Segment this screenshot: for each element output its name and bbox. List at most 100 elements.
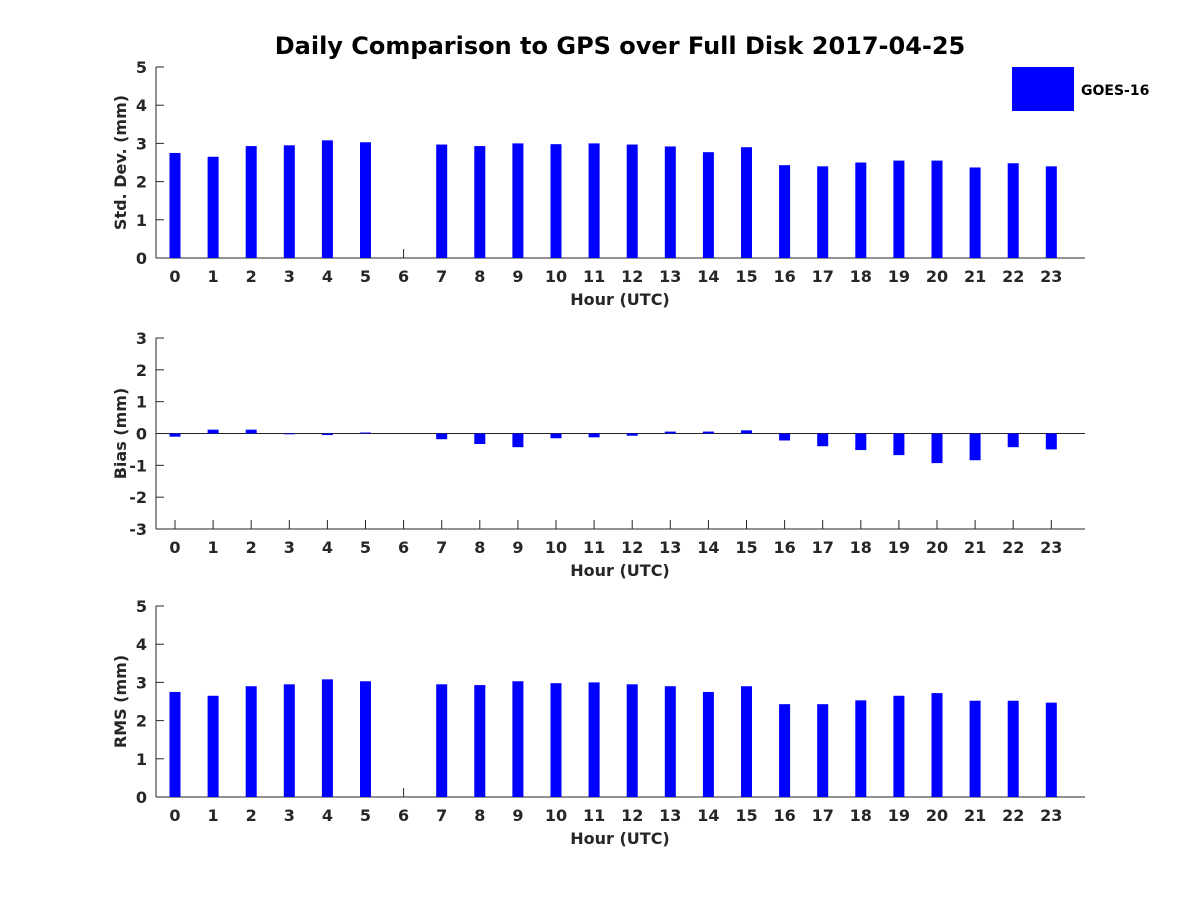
std-x-tick-label: 18 xyxy=(850,267,872,286)
std-bar-22 xyxy=(1007,163,1019,258)
bias-bar-1 xyxy=(207,429,219,434)
rms-bar-3 xyxy=(283,684,295,797)
legend-swatch xyxy=(1012,67,1074,111)
std-bar-0 xyxy=(169,152,181,258)
rms-x-tick-label: 19 xyxy=(888,806,910,825)
rms-bar-14 xyxy=(702,691,714,797)
std-x-tick-label: 13 xyxy=(659,267,681,286)
legend-label: GOES-16 xyxy=(1081,83,1149,99)
rms-bar-23 xyxy=(1045,702,1057,797)
bias-x-tick-label: 16 xyxy=(773,538,795,557)
std-bar-1 xyxy=(207,156,219,258)
rms-bar-4 xyxy=(321,679,333,797)
std-x-tick-label: 0 xyxy=(169,267,180,286)
rms-x-tick-label: 10 xyxy=(545,806,567,825)
std-x-tick-label: 9 xyxy=(512,267,523,286)
bias-y-tick-label: -1 xyxy=(129,456,147,475)
bias-bar-16 xyxy=(779,433,791,441)
std-x-tick-label: 20 xyxy=(926,267,948,286)
std-x-tick-label: 7 xyxy=(436,267,447,286)
rms-bar-9 xyxy=(512,681,524,797)
std-bar-15 xyxy=(741,147,752,258)
std-x-tick-label: 10 xyxy=(545,267,567,286)
rms-y-tick-label: 4 xyxy=(136,635,147,654)
rms-x-tick-label: 4 xyxy=(322,806,333,825)
std-bar-3 xyxy=(283,145,295,258)
std-y-tick-label: 0 xyxy=(136,249,147,268)
bias-x-tick-label: 18 xyxy=(850,538,872,557)
std-bar-18 xyxy=(855,162,867,258)
rms-x-tick-label: 15 xyxy=(735,806,757,825)
std-bar-20 xyxy=(931,160,943,258)
std-x-tick-label: 17 xyxy=(812,267,834,286)
std-y-tick-label: 2 xyxy=(136,173,147,192)
rms-x-tick-label: 1 xyxy=(208,806,219,825)
bias-bar-14 xyxy=(702,431,714,434)
rms-bar-8 xyxy=(474,685,486,797)
bias-x-axis-label: Hour (UTC) xyxy=(570,561,670,580)
bias-x-tick-label: 12 xyxy=(621,538,643,557)
rms-bar-12 xyxy=(626,684,638,797)
bias-y-tick-label: 1 xyxy=(136,393,147,412)
std-bar-16 xyxy=(779,165,791,258)
bias-x-tick-label: 9 xyxy=(512,538,523,557)
rms-x-tick-label: 22 xyxy=(1002,806,1024,825)
std-bar-13 xyxy=(664,146,676,258)
rms-y-axis-label: RMS (mm) xyxy=(111,655,130,748)
rms-bar-21 xyxy=(969,700,981,797)
bias-bar-10 xyxy=(550,433,562,439)
std-y-axis-label: Std. Dev. (mm) xyxy=(111,95,130,230)
std-bar-5 xyxy=(360,142,371,258)
rms-x-tick-label: 12 xyxy=(621,806,643,825)
bias-y-tick-label: 3 xyxy=(136,329,147,348)
rms-bar-10 xyxy=(550,683,562,797)
rms-bar-5 xyxy=(360,681,371,797)
std-bar-23 xyxy=(1045,166,1057,258)
rms-x-tick-label: 5 xyxy=(360,806,371,825)
bias-bar-11 xyxy=(588,433,600,438)
std-bar-11 xyxy=(588,143,600,258)
bias-y-tick-label: -3 xyxy=(129,520,147,539)
bias-x-tick-label: 23 xyxy=(1040,538,1062,557)
rms-bar-2 xyxy=(245,686,257,797)
std-bar-19 xyxy=(893,160,905,258)
bias-y-axis-label: Bias (mm) xyxy=(111,388,130,480)
rms-x-tick-label: 14 xyxy=(697,806,719,825)
bias-x-tick-label: 3 xyxy=(284,538,295,557)
std-bar-12 xyxy=(626,144,638,258)
bias-x-tick-label: 22 xyxy=(1002,538,1024,557)
rms-x-tick-label: 8 xyxy=(474,806,485,825)
bias-x-tick-label: 1 xyxy=(208,538,219,557)
rms-bar-7 xyxy=(436,684,448,797)
rms-x-tick-label: 20 xyxy=(926,806,948,825)
bias-x-tick-label: 14 xyxy=(697,538,719,557)
rms-x-tick-label: 23 xyxy=(1040,806,1062,825)
bias-bar-0 xyxy=(169,433,181,437)
rms-y-tick-label: 0 xyxy=(136,788,147,807)
std-y-tick-label: 5 xyxy=(136,58,147,77)
chart-title: Daily Comparison to GPS over Full Disk 2… xyxy=(275,32,966,60)
rms-y-tick-label: 5 xyxy=(136,597,147,616)
bias-x-tick-label: 4 xyxy=(322,538,333,557)
rms-x-tick-label: 18 xyxy=(850,806,872,825)
bias-bar-15 xyxy=(741,430,752,434)
std-x-tick-label: 19 xyxy=(888,267,910,286)
std-x-tick-label: 22 xyxy=(1002,267,1024,286)
bias-bar-4 xyxy=(321,433,333,436)
bias-bar-17 xyxy=(817,433,829,447)
bias-bar-20 xyxy=(931,433,943,464)
legend: GOES-16 xyxy=(1012,67,1149,111)
rms-bar-11 xyxy=(588,682,600,797)
rms-bar-0 xyxy=(169,691,181,797)
bias-x-tick-label: 17 xyxy=(812,538,834,557)
std-y-tick-label: 3 xyxy=(136,134,147,153)
bias-bar-13 xyxy=(664,431,676,434)
rms-x-tick-label: 3 xyxy=(284,806,295,825)
std-x-tick-label: 8 xyxy=(474,267,485,286)
std-x-axis-label: Hour (UTC) xyxy=(570,290,670,309)
rms-x-tick-label: 6 xyxy=(398,806,409,825)
bias-bar-7 xyxy=(436,433,448,440)
std-x-tick-label: 16 xyxy=(773,267,795,286)
std-y-tick-label: 4 xyxy=(136,96,147,115)
bias-x-tick-label: 8 xyxy=(474,538,485,557)
